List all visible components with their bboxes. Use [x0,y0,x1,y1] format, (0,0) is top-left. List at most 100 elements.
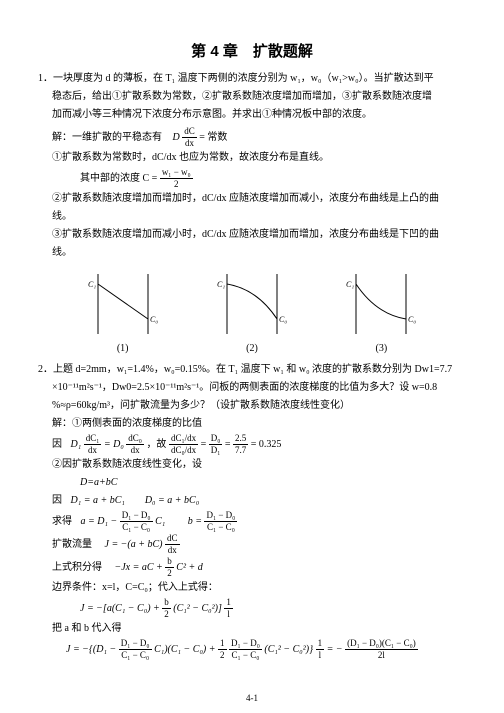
p2-eq9-f4: 1l [316,639,325,660]
p2-eq5a-lhs: a = D₁ − [81,516,118,527]
p2-eq7: −Jx = aC + [115,562,163,573]
diagram-3: C₁ C₀ [336,269,426,339]
e9f4d: l [316,650,325,660]
p2-text1: 上题 d=2mm，w₁=1.4%，w₀=0.15%。在 T₁ 温度下 w₁ 和 … [53,364,452,375]
e9f1d: C₁ − C₀ [119,650,152,660]
p2-eq9-lhs: J = −{(D₁ − [66,644,116,655]
p2-eq4: D₁ = a + bC₁ D₀ = a + bC₀ [71,495,200,506]
p1-line-b: 其中部的浓度 C = w₁ − w₀ 2 [38,168,466,189]
p2-text2: ×10⁻¹¹m²s⁻¹，Dw0=2.5×10⁻¹¹m²s⁻¹。问板的两侧表面的浓… [38,380,466,396]
p2-eq2-pre: 因 [52,439,62,450]
e7fn: b [165,557,174,568]
svg-text:C₁: C₁ [88,280,96,289]
e6fd: dx [165,545,180,555]
e9f1n: D₁ − D₀ [119,639,152,650]
p2-line9: 把 a 和 b 代入得 [38,621,466,637]
svg-text:C₀: C₀ [408,315,416,324]
p2-eq6-row: 扩散流量 J = −(a + bC) dCdx [38,534,466,555]
p2-line5: ②因扩散系数随浓度线性变化，设 [38,457,466,473]
e9f3d: C₁ − C₀ [229,650,262,660]
e9f2n: 1 [218,639,227,650]
p2-eq9-f5: (D₁ − D₀)(C₁ − C₀)2l [345,639,418,660]
p1-sol-label: 解：一维扩散的平稳态有 [52,132,162,143]
f4d: D₁ [209,445,223,455]
p2-num: 2． [38,364,53,375]
p1-line2-frac: w₁ − w₀ 2 [160,168,193,189]
p1-eq1-rhs: = 常数 [199,132,227,143]
p2-eq7-f: b2 [165,557,174,578]
p2-eq7-row: 上式积分得 −Jx = aC + b2 C² + d [38,557,466,578]
p2-text3: %≈ρ=60kg/m³，问扩散流量为多少？（设扩散系数随浓度线性变化） [38,398,466,414]
problem-1: 1．一块厚度为 d 的薄板，在 T₁ 温度下两侧的浓度分别为 w₁，w₀（w₁>… [38,71,466,261]
p2-eq2-f1: dC₁dx [84,434,102,455]
p2-line6-pre: 扩散流量 [52,539,92,550]
p2-eq5-row: 求得 a = D₁ − D₁ − D₀C₁ − C₀ C₁ b = D₁ − D… [38,511,466,532]
p2-eq5b-f: D₁ − D₀C₁ − C₀ [204,511,237,532]
svg-text:C₁: C₁ [346,280,354,289]
f2d: dx [126,445,144,455]
p1-line2-num: w₁ − w₀ [160,168,193,179]
p2-eq8-row: J = −[a(C₁ − C₀) + b2 (C₁² − C₀²)] 1l [38,598,466,619]
diagram-1: C₁ C₀ [78,269,168,339]
p1-line-c2: 线。 [38,209,466,225]
e7fd: 2 [165,568,174,578]
p2-eq2-d1: D₁ [71,439,82,450]
p2-eq9-mid1: C₁)(C₁ − C₀) + [154,644,215,655]
p1-line2-pre: 其中部的浓度 C = [80,173,157,184]
p1-text3: 加而减小等三种情况下浓度分布示意图。并求出①种情况板中部的浓度。 [38,107,466,123]
e6fn: dC [165,534,180,545]
p2-eq2-f2: dC₀dx [126,434,144,455]
p1-line-a: ①扩散系数为常数时，dC/dx 也应为常数，故浓度分布是直线。 [38,150,466,166]
diag-label-3: (3) [375,343,387,354]
p1-sol: 解：一维扩散的平稳态有 D dC dx = 常数 [38,127,466,148]
p1-eq1-frac: dC dx [182,127,197,148]
e9f5n: (D₁ − D₀)(C₁ − C₀) [345,639,418,650]
f5d: 7.7 [233,445,248,455]
p1-eq1-den: dx [182,138,197,148]
p2-eq4-row: 因 D₁ = a + bC₁ D₀ = a + bC₀ [38,493,466,509]
p2-eq7-suf: C² + d [176,562,202,573]
f3d: dC₀/dx [169,445,198,455]
p2-eq5a-f: D₁ − D₀C₁ − C₀ [120,511,153,532]
e9f3n: D₁ − D₀ [229,639,262,650]
p2-eq2-eq3: = [225,439,231,450]
svg-text:C₀: C₀ [279,315,287,324]
p1-eq1-num: dC [182,127,197,138]
f4n: D₀ [209,434,223,445]
p1-line1: 1．一块厚度为 d 的薄板，在 T₁ 温度下两侧的浓度分别为 w₁，w₀（w₁>… [38,71,466,87]
p1-line2-den: 2 [160,179,193,189]
p2-eq9-row: J = −{(D₁ − D₁ − D₀C₁ − C₀ C₁)(C₁ − C₀) … [38,639,466,660]
svg-text:C₁: C₁ [217,280,225,289]
p2-sol-label: 解：①两侧表面的浓度梯度的比值 [38,416,466,432]
e9f2d: 2 [218,650,227,660]
p2-eq2: 因 D₁ dC₁dx = D₀ dC₀dx ，故 dC₁/dxdC₀/dx = … [38,434,466,455]
p2-eq8-f: b2 [162,598,171,619]
p2-eq5-pre: 求得 [52,516,72,527]
p2-eq9-f3: D₁ − D₀C₁ − C₀ [229,639,262,660]
p2-line8: 边界条件：x=l，C=C₀；代入上式得： [38,580,466,596]
e8fn: b [162,598,171,609]
p1-text1: 一块厚度为 d 的薄板，在 T₁ 温度下两侧的浓度分别为 w₁，w₀（w₁>w₀… [53,73,434,84]
p2-eq2-eq2: = [201,439,207,450]
p2-eq8-mid: (C₁² − C₀²)] [173,603,222,614]
p2-eq8-lhs: J = −[a(C₁ − C₀) + [80,603,160,614]
p2-eq9-f1: D₁ − D₀C₁ − C₀ [119,639,152,660]
diagram-labels: (1) (2) (3) [38,343,466,354]
p2-eq2-gu: ，故 [146,439,166,450]
f3n: dC₁/dx [169,434,198,445]
p1-line-c: ②扩散系数随浓度增加而增加时，dC/dx 应随浓度增加而减小，浓度分布曲线是上凸… [38,191,466,207]
diagram-row: C₁ C₀ C₁ C₀ C₁ C₀ [38,269,466,339]
p2-eq2-f5: 2.57.7 [233,434,248,455]
diag-label-1: (1) [117,343,129,354]
p2-eq4-pre: 因 [52,495,62,506]
p2-eq3: D=a+bC [38,475,466,491]
svg-text:C₀: C₀ [150,315,158,324]
diagram-2: C₁ C₀ [207,269,297,339]
p1-eq1-D: D [173,132,180,143]
p2-eq9-mid2: (C₁² − C₀²)} [264,644,313,655]
p2-line7: 上式积分得 [52,562,102,573]
p2-eq6-lhs: J = −(a + bC) [105,539,163,550]
e8fd2: l [224,609,233,619]
e8fd: 2 [162,609,171,619]
p2-eq9-f2: 12 [218,639,227,660]
